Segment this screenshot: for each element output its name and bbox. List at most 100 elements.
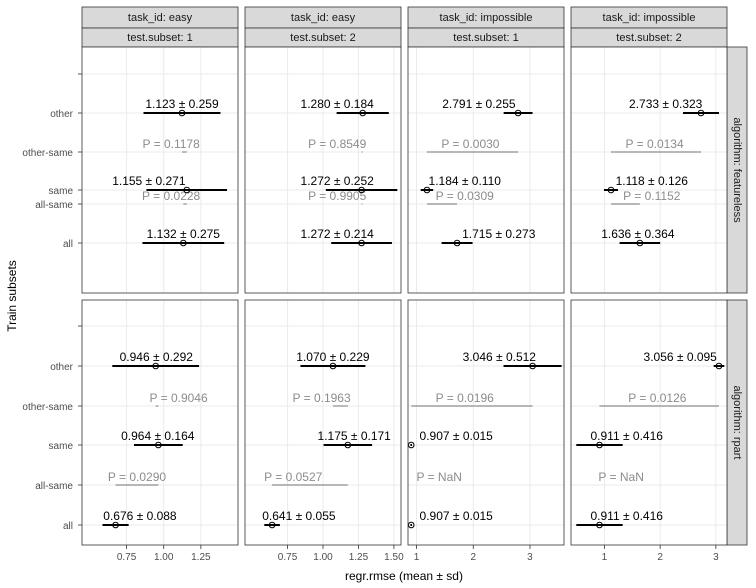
facet-strip-task-label: task_id: impossible xyxy=(603,12,696,24)
pvalue-label: P = 0.0309 xyxy=(436,189,494,203)
pvalue-label: P = NaN xyxy=(416,470,461,484)
mean-sd-label: 0.964 ± 0.164 xyxy=(121,429,195,443)
mean-point xyxy=(407,441,415,449)
y-tick-label: other xyxy=(50,109,73,120)
mean-sd-label: 1.280 ± 0.184 xyxy=(301,97,375,111)
mean-point xyxy=(407,521,415,529)
mean-sd-label: 1.715 ± 0.273 xyxy=(462,227,536,241)
mean-point xyxy=(112,521,119,529)
y-tick-label: other-same xyxy=(22,402,73,413)
x-tick-label: 2 xyxy=(657,552,663,563)
pvalue-label: P = 0.1178 xyxy=(143,137,201,151)
x-tick-label: 2 xyxy=(470,552,476,563)
panel-border xyxy=(407,299,565,546)
mean-point xyxy=(183,186,191,194)
panel-border xyxy=(81,299,239,546)
y-tick-label: other-same xyxy=(22,148,73,159)
y-tick-label: all-same xyxy=(35,481,73,492)
mean-point xyxy=(329,362,337,370)
x-tick-label: 1 xyxy=(602,552,608,563)
mean-point xyxy=(155,441,162,449)
y-tick-label: same xyxy=(49,186,74,197)
panel-border xyxy=(570,46,728,294)
pvalue-label: P = 0.1963 xyxy=(292,391,350,405)
mean-point xyxy=(180,239,187,247)
x-tick-label: 0.75 xyxy=(117,552,137,563)
mean-point xyxy=(359,109,367,117)
x-tick-label: 1.00 xyxy=(313,552,333,563)
mean-sd-label: 1.118 ± 0.126 xyxy=(616,174,689,188)
mean-point xyxy=(453,239,461,247)
y-tick-label: other xyxy=(50,362,73,373)
panel-border xyxy=(570,299,728,546)
mean-sd-label: 1.184 ± 0.110 xyxy=(429,174,502,188)
mean-sd-label: 2.791 ± 0.255 xyxy=(442,97,516,111)
facet-strip-algorithm-label: algorithm: featureless xyxy=(731,117,743,223)
mean-point xyxy=(268,521,276,529)
panel-background xyxy=(408,300,564,545)
mean-sd-label: 3.046 ± 0.512 xyxy=(463,350,537,364)
y-tick-label: all xyxy=(63,521,73,532)
y-axis-title: Train subsets xyxy=(5,260,19,332)
pvalue-label: P = 0.9905 xyxy=(308,189,366,203)
pvalue-label: P = 0.9046 xyxy=(149,391,207,405)
mean-point xyxy=(152,362,159,370)
facet-strip-task-label: task_id: easy xyxy=(291,12,356,24)
facet-strip-subset-label: test.subset: 1 xyxy=(453,32,518,44)
mean-sd-label: 3.056 ± 0.095 xyxy=(644,350,718,364)
mean-sd-label: 1.175 ± 0.171 xyxy=(318,429,392,443)
pvalue-label: P = 0.0196 xyxy=(436,391,494,405)
panel-border xyxy=(244,46,402,294)
panel-background xyxy=(82,300,238,545)
pvalue-label: P = 0.8549 xyxy=(308,137,366,151)
pvalue-label: P = 0.0134 xyxy=(625,137,683,151)
facet-strip-task-label: task_id: easy xyxy=(128,12,193,24)
facet-strip-subset-label: test.subset: 1 xyxy=(127,32,192,44)
x-tick-label: 0.75 xyxy=(278,552,298,563)
y-tick-label: all-same xyxy=(35,200,73,211)
mean-point xyxy=(514,109,522,117)
mean-point xyxy=(344,441,352,449)
mean-sd-label: 1.155 ± 0.271 xyxy=(112,174,186,188)
pvalue-label: P = 0.0290 xyxy=(108,470,166,484)
x-tick-label: 1.25 xyxy=(349,552,369,563)
panel-background xyxy=(571,300,727,545)
pvalue-label: P = 0.1152 xyxy=(623,189,681,203)
mean-sd-label: 0.676 ± 0.088 xyxy=(103,509,177,523)
mean-sd-label: 1.636 ± 0.364 xyxy=(601,227,675,241)
x-tick-label: 1.25 xyxy=(191,552,211,563)
facet-strip-subset-label: test.subset: 2 xyxy=(290,32,355,44)
mean-point xyxy=(596,441,603,449)
mean-point xyxy=(596,521,603,529)
panel-background xyxy=(408,47,564,293)
mean-point xyxy=(636,239,644,247)
x-tick-label: 3 xyxy=(527,552,533,563)
mean-sd-label: 0.911 ± 0.416 xyxy=(591,509,664,523)
mean-sd-label: 1.070 ± 0.229 xyxy=(296,350,370,364)
mean-sd-label: 0.641 ± 0.055 xyxy=(262,509,336,523)
mean-sd-label: 0.907 ± 0.015 xyxy=(420,509,494,523)
x-tick-label: 1.50 xyxy=(384,552,404,563)
pvalue-label: P = 0.0228 xyxy=(142,189,200,203)
panel-border xyxy=(81,46,239,294)
mean-point xyxy=(178,109,186,117)
mean-sd-label: 1.123 ± 0.259 xyxy=(145,97,219,111)
panel-background xyxy=(82,47,238,293)
pvalue-label: P = 0.0527 xyxy=(264,470,322,484)
mean-sd-label: 0.907 ± 0.015 xyxy=(420,429,494,443)
x-tick-label: 1 xyxy=(414,552,420,563)
mean-point xyxy=(607,186,615,194)
facet-strip-task-label: task_id: impossible xyxy=(440,12,533,24)
mean-sd-label: 2.733 ± 0.323 xyxy=(629,97,703,111)
mean-sd-label: 1.272 ± 0.252 xyxy=(301,174,375,188)
mean-sd-label: 1.272 ± 0.214 xyxy=(301,227,375,241)
mean-point xyxy=(715,362,723,370)
mean-point xyxy=(358,186,365,194)
mean-point xyxy=(697,109,705,117)
pvalue-label: P = 0.0126 xyxy=(628,391,686,405)
x-tick-label: 1.00 xyxy=(154,552,174,563)
panel-background xyxy=(571,47,727,293)
y-tick-label: same xyxy=(49,441,74,452)
mean-point xyxy=(529,362,536,370)
pvalue-label: P = NaN xyxy=(598,470,643,484)
